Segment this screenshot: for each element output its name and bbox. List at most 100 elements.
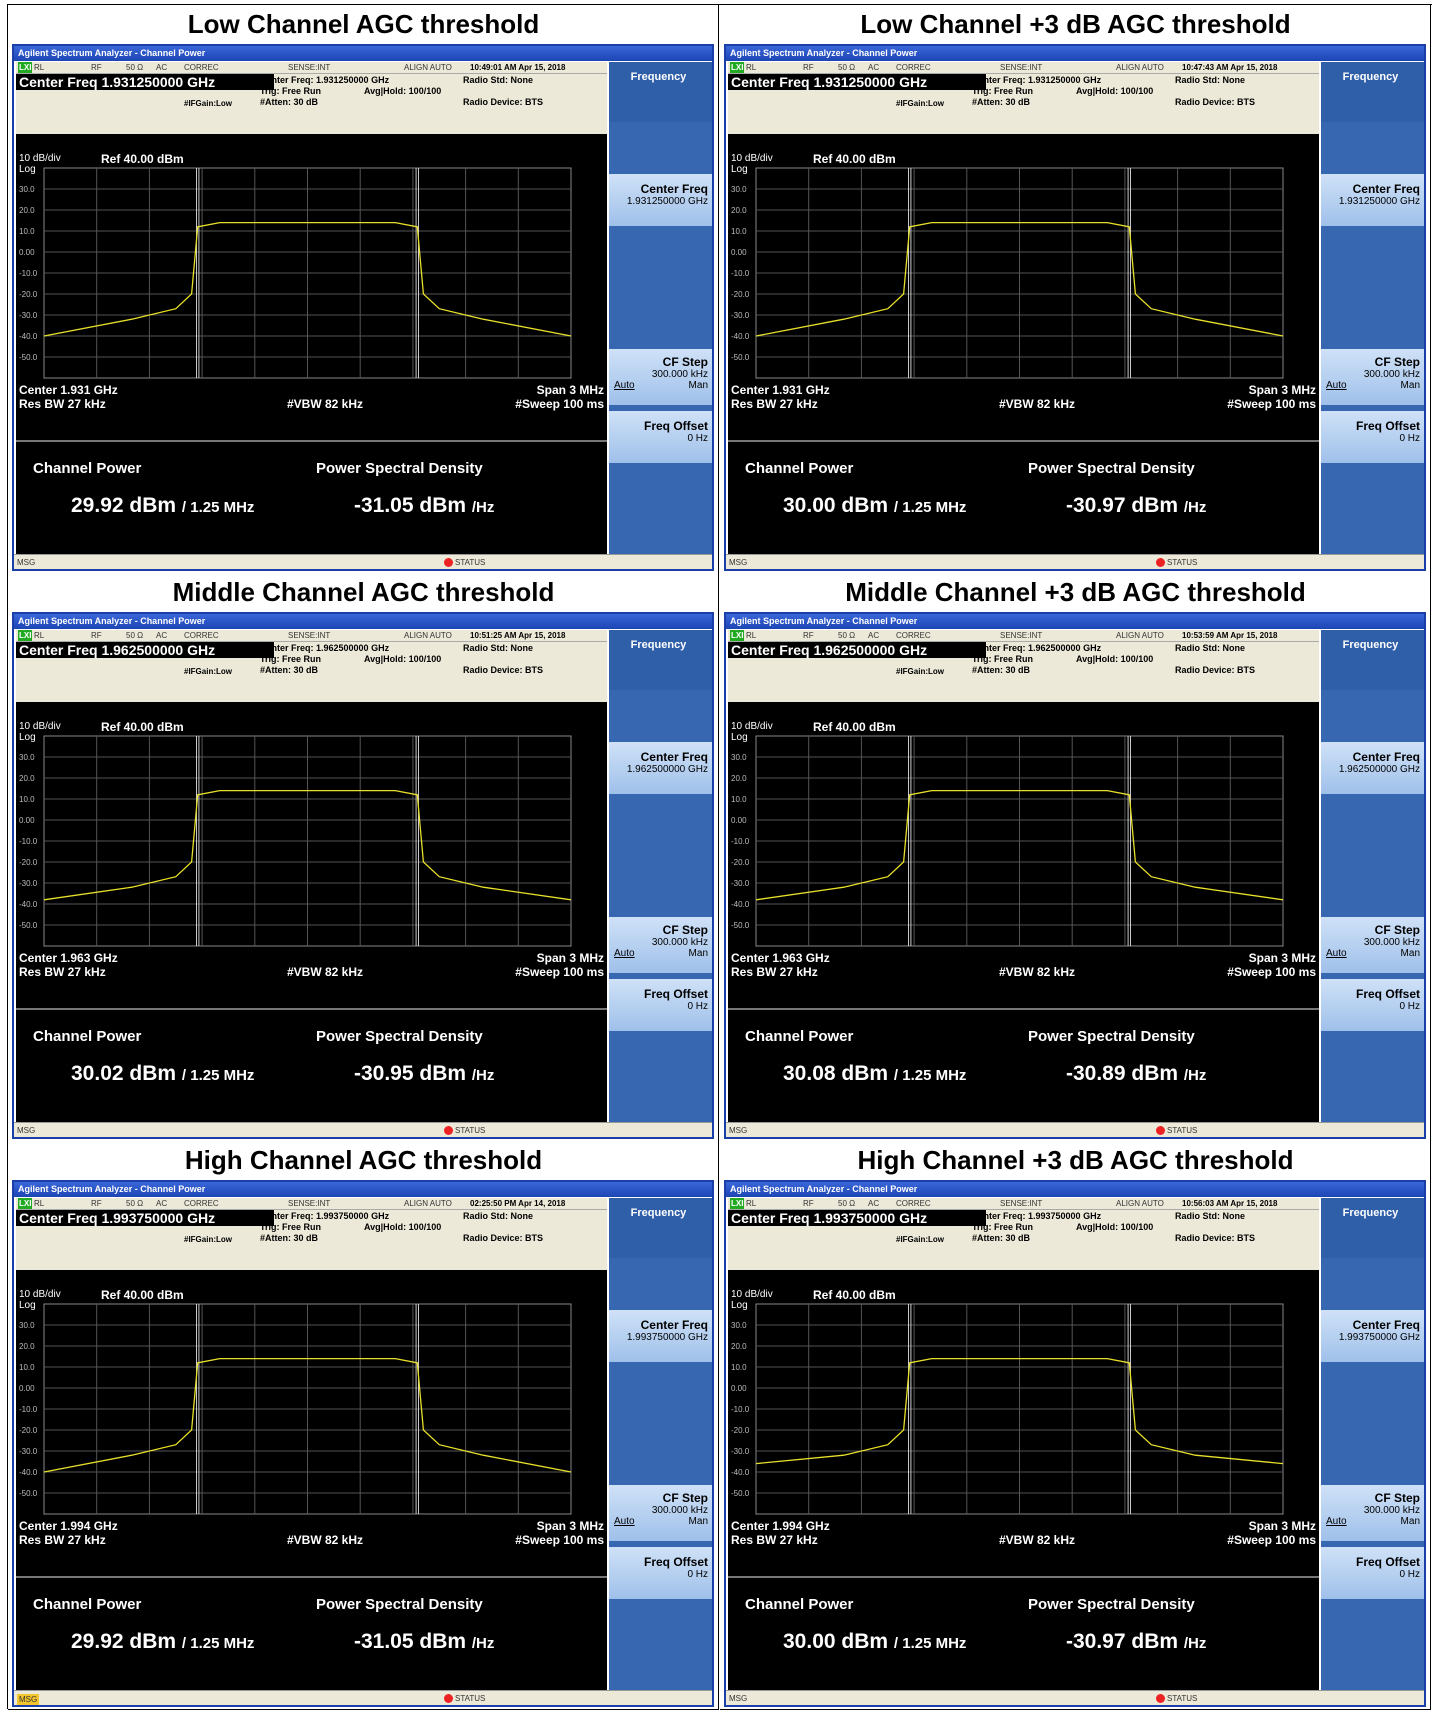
y-tick-label: 0.00 (19, 1384, 35, 1393)
center-freq-softkey[interactable]: Center Freq 1.931250000 GHz (1321, 174, 1424, 226)
status-indicator[interactable]: STATUS (1156, 1126, 1197, 1136)
status-indicator[interactable]: STATUS (1156, 1694, 1197, 1704)
y-tick-label: -40.0 (19, 900, 38, 909)
spectrum-graph: 30.0 20.0 10.0 0.00 -10.0 -20.0 -30.0 -40.0 -50.… (19, 1303, 572, 1515)
center-freq-display[interactable]: Center Freq 1.962500000 GHz (728, 642, 986, 658)
auto-option[interactable]: Auto (614, 948, 635, 959)
center-label: Center 1.963 GHz (731, 951, 830, 965)
status-indicator[interactable]: STATUS (444, 1694, 485, 1704)
center-freq-display[interactable]: Center Freq 1.962500000 GHz (16, 642, 274, 658)
freq-offset-softkey[interactable]: Freq Offset 0 Hz (609, 411, 712, 463)
freq-offset-softkey[interactable]: Freq Offset 0 Hz (1321, 1547, 1424, 1599)
align-indicator: ALIGN AUTO (1116, 63, 1164, 72)
attenuation-setting: #Atten: 30 dB (972, 97, 1031, 107)
channel-power-value: 30.00 dBm (783, 1630, 889, 1653)
center-freq-softkey[interactable]: Center Freq 1.993750000 GHz (609, 1310, 712, 1362)
center-freq-setting: Center Freq: 1.993750000 GHz (260, 1211, 390, 1221)
spectrum-plot[interactable]: 10 dB/div Log Ref 40.00 dBm 30.0 20.0 10.0… (16, 134, 607, 436)
center-freq-softkey[interactable]: Center Freq 1.993750000 GHz (1321, 1310, 1424, 1362)
cf-step-softkey[interactable]: CF Step 300.000 kHz Auto Man (1321, 917, 1424, 973)
freq-offset-softkey-value: 0 Hz (687, 433, 708, 444)
spectrum-plot[interactable]: 10 dB/div Log Ref 40.00 dBm 30.0 20.0 10.0… (16, 702, 607, 1004)
status-alert-icon (1156, 1694, 1165, 1704)
cf-step-softkey[interactable]: CF Step 300.000 kHz Auto Man (1321, 1485, 1424, 1541)
freq-offset-softkey-label: Freq Offset (1355, 1555, 1420, 1569)
freq-offset-softkey[interactable]: Freq Offset 0 Hz (609, 979, 712, 1031)
timestamp: 10:53:59 AM Apr 15, 2018 (1182, 631, 1278, 640)
channel-power-unit: / 1.25 MHz (893, 1635, 967, 1652)
freq-offset-softkey[interactable]: Freq Offset 0 Hz (1321, 411, 1424, 463)
y-tick-label: 10.0 (731, 795, 747, 804)
center-freq-display[interactable]: Center Freq 1.931250000 GHz (728, 74, 986, 90)
auto-option[interactable]: Auto (1326, 380, 1347, 391)
auto-option[interactable]: Auto (1326, 948, 1347, 959)
status-strip: LXI RL RF 50 Ω AC CORREC SENSE:INT ALIGN… (16, 62, 607, 74)
cf-step-softkey[interactable]: CF Step 300.000 kHz Auto Man (609, 917, 712, 973)
spectrum-plot[interactable]: 10 dB/div Log Ref 40.00 dBm 30.0 20.0 10.0… (728, 702, 1319, 1004)
impedance-indicator: 50 Ω (126, 63, 144, 72)
y-tick-label: 10.0 (19, 1363, 35, 1372)
center-freq-display[interactable]: Center Freq 1.993750000 GHz (16, 1210, 274, 1226)
impedance-indicator: 50 Ω (126, 631, 144, 640)
lxi-icon: LXI (18, 62, 33, 73)
freq-offset-softkey[interactable]: Freq Offset 0 Hz (1321, 979, 1424, 1031)
center-freq-display[interactable]: Center Freq 1.993750000 GHz (728, 1210, 986, 1226)
spectrum-plot[interactable]: 10 dB/div Log Ref 40.00 dBm 30.0 20.0 10.0… (728, 134, 1319, 436)
cf-step-softkey[interactable]: CF Step 300.000 kHz Auto Man (609, 1485, 712, 1541)
auto-option[interactable]: Auto (614, 1516, 635, 1527)
cf-step-softkey[interactable]: CF Step 300.000 kHz Auto Man (1321, 349, 1424, 405)
auto-option[interactable]: Auto (1326, 1516, 1347, 1527)
channel-power-value: 30.00 dBm (783, 494, 889, 517)
center-freq-setting: Center Freq: 1.993750000 GHz (972, 1211, 1102, 1221)
man-option[interactable]: Man (1400, 1516, 1420, 1527)
center-freq-display[interactable]: Center Freq 1.931250000 GHz (16, 74, 274, 90)
center-freq-softkey[interactable]: Center Freq 1.962500000 GHz (609, 742, 712, 794)
ref-level-label: Ref 40.00 dBm (813, 1288, 896, 1302)
center-freq-softkey[interactable]: Center Freq 1.962500000 GHz (1321, 742, 1424, 794)
center-freq-softkey-label: Center Freq (1352, 182, 1420, 196)
status-indicator[interactable]: STATUS (444, 558, 485, 568)
msg-indicator[interactable]: MSG (729, 558, 748, 567)
y-tick-label: -10.0 (19, 837, 38, 846)
menu-title-frequency: Frequency (609, 1198, 712, 1258)
status-indicator[interactable]: STATUS (444, 1126, 485, 1136)
man-option[interactable]: Man (688, 1516, 708, 1527)
status-indicator[interactable]: STATUS (1156, 558, 1197, 568)
rf-indicator: RF (803, 1199, 814, 1208)
cf-step-softkey-label: CF Step (1374, 923, 1420, 937)
vbw-label: #VBW 82 kHz (999, 1533, 1076, 1547)
auto-option[interactable]: Auto (614, 380, 635, 391)
radio-device-setting: Radio Device: BTS (1175, 97, 1256, 107)
msg-indicator[interactable]: MSG (729, 1126, 748, 1135)
settings-header: LXI RL RF 50 Ω AC CORREC SENSE:INT ALIGN… (16, 62, 607, 134)
man-option[interactable]: Man (1400, 948, 1420, 959)
correction-indicator: CORREC (896, 63, 931, 72)
timestamp: 10:49:01 AM Apr 15, 2018 (470, 63, 566, 72)
measurement-area: LXI RL RF 50 Ω AC CORREC SENSE:INT ALIGN… (16, 630, 607, 1137)
man-option[interactable]: Man (688, 948, 708, 959)
span-label: Span 3 MHz (536, 951, 604, 965)
freq-offset-softkey[interactable]: Freq Offset 0 Hz (609, 1547, 712, 1599)
lxi-icon: LXI (730, 62, 745, 73)
msg-indicator[interactable]: MSG (17, 558, 36, 567)
msg-indicator[interactable]: MSG (17, 1694, 40, 1705)
y-tick-label: -50.0 (19, 353, 38, 362)
trigger-setting: Trig: Free Run (972, 1222, 1034, 1232)
sweep-label: #Sweep 100 ms (1227, 1533, 1316, 1547)
settings-header: LXI RL RF 50 Ω AC CORREC SENSE:INT ALIGN… (728, 630, 1319, 702)
spectrum-plot[interactable]: 10 dB/div Log Ref 40.00 dBm 30.0 20.0 10.0… (16, 1270, 607, 1572)
man-option[interactable]: Man (688, 380, 708, 391)
man-option[interactable]: Man (1400, 380, 1420, 391)
spectrum-plot[interactable]: 10 dB/div Log Ref 40.00 dBm 30.0 20.0 10.0… (728, 1270, 1319, 1572)
y-tick-label: 30.0 (19, 753, 35, 762)
cf-step-softkey[interactable]: CF Step 300.000 kHz Auto Man (609, 349, 712, 405)
msg-indicator[interactable]: MSG (17, 1126, 36, 1135)
center-freq-softkey[interactable]: Center Freq 1.931250000 GHz (609, 174, 712, 226)
avg-hold-setting: Avg|Hold: 100/100 (1076, 654, 1154, 664)
msg-indicator[interactable]: MSG (729, 1694, 748, 1703)
channel-power-unit: / 1.25 MHz (893, 499, 967, 516)
screenshot-grid: Low Channel AGC threshold Agilent Spectr… (7, 4, 1432, 1710)
spectrum-graph: 30.0 20.0 10.0 0.00 -10.0 -20.0 -30.0 -40.0 -50.… (19, 167, 572, 379)
sweep-label: #Sweep 100 ms (515, 397, 604, 411)
rf-indicator: RF (91, 63, 102, 72)
